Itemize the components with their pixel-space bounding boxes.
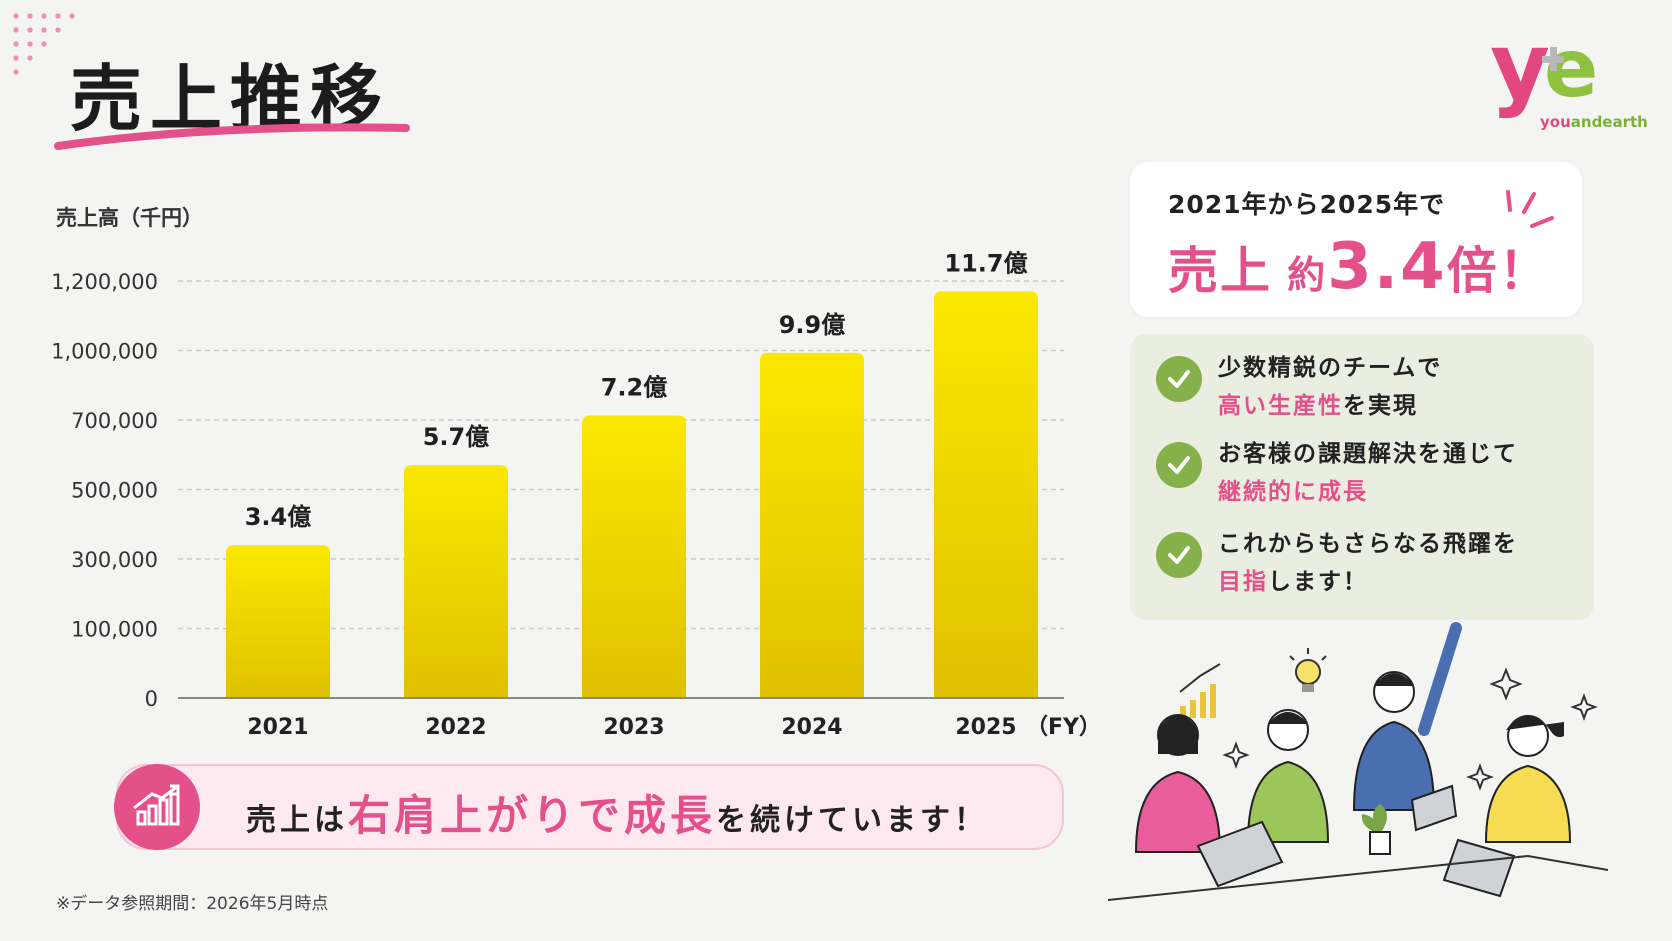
x-tick-labels: 2021 2022 2023 2024 2025 <box>247 715 1016 740</box>
y-tick-label: 700,000 <box>71 409 158 433</box>
title-underline <box>54 123 410 150</box>
check-icon <box>1156 442 1202 488</box>
data-label: 11.7億 <box>944 249 1027 277</box>
y-tick-label: 300,000 <box>71 548 158 572</box>
data-label: 3.4億 <box>245 503 312 531</box>
chart-growth-icon <box>114 764 200 850</box>
x-tick-label: 2022 <box>425 715 486 740</box>
person-yellow-sweater <box>1484 715 1572 843</box>
person-pink-jacket <box>1134 714 1222 853</box>
banner-message: 売上は右肩上がりで成長を続けています！ <box>246 791 989 840</box>
sales-bar-chart: 0 100,000 300,000 500,000 700,000 1,000,000 1,… <box>51 249 1101 740</box>
y-tick-labels: 0 100,000 300,000 500,000 700,000 1,000,000 1,… <box>51 270 158 711</box>
bar-2022 <box>404 465 508 698</box>
y-tick-label: 1,000,000 <box>51 340 158 364</box>
y-tick-label: 1,200,000 <box>51 270 158 294</box>
lightbulb-icon <box>1289 648 1327 692</box>
decorative-dots <box>13 13 75 75</box>
highlight-item: これからもさらなる飛躍を 目指します！ <box>1218 531 1518 595</box>
highlights-card <box>1130 334 1594 620</box>
x-tick-label: 2023 <box>603 715 664 740</box>
data-label: 7.2億 <box>601 373 668 401</box>
y-tick-label: 0 <box>145 687 158 711</box>
laptop-icon <box>1196 784 1516 898</box>
data-label: 9.9億 <box>779 311 846 339</box>
highlight-item: 少数精鋭のチームで 高い生産性を実現 <box>1218 355 1443 419</box>
x-tick-label: 2024 <box>781 715 842 740</box>
bar-2023 <box>582 415 686 698</box>
summary-period: 2021年から2025年で <box>1168 190 1446 219</box>
data-footnote: ※データ参照期間：2026年5月時点 <box>56 894 329 914</box>
growth-banner <box>116 764 1064 850</box>
logo-text: youandearth <box>1540 113 1648 131</box>
y-tick-label: 100,000 <box>71 618 158 642</box>
data-label: 5.7億 <box>423 423 490 451</box>
emphasis-burst-icon <box>1506 190 1554 228</box>
logo-mark-y: y <box>1490 20 1550 120</box>
summary-card <box>1130 162 1582 317</box>
y-axis-label: 売上高（千円） <box>56 206 203 230</box>
sparkle-icon <box>1222 667 1598 791</box>
x-unit-label: （FY） <box>1026 715 1101 740</box>
person-green-jacket <box>1246 709 1330 843</box>
person-blue-jacket <box>1352 622 1462 811</box>
summary-growth: 売上 約3.4倍！ <box>1168 230 1551 304</box>
bar-2025 <box>934 291 1038 698</box>
bars: 3.4億 5.7億 7.2億 9.9億 11.7億 <box>226 249 1038 698</box>
plant-icon <box>1361 804 1391 855</box>
highlight-item: お客様の課題解決を通じて 継続的に成長 <box>1218 441 1518 505</box>
check-icon <box>1156 356 1202 402</box>
growth-chart-icon <box>1179 663 1221 718</box>
bar-2024 <box>760 352 864 698</box>
x-tick-label: 2021 <box>247 715 308 740</box>
check-icon <box>1156 532 1202 578</box>
company-logo: y e <box>1490 20 1598 120</box>
x-tick-label: 2025 <box>955 715 1016 740</box>
y-tick-label: 500,000 <box>71 479 158 503</box>
bar-2021 <box>226 545 330 698</box>
team-celebration-illustration <box>1108 622 1609 901</box>
